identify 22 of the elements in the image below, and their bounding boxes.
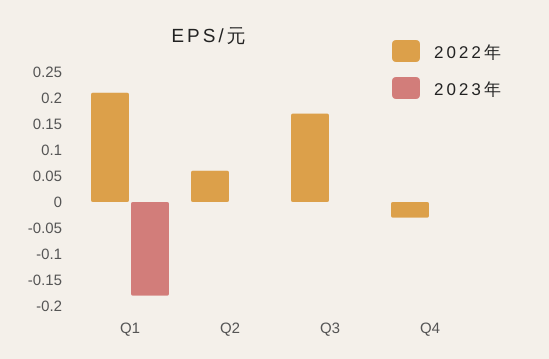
legend-label: 2022年 <box>434 43 504 62</box>
bar <box>291 114 329 202</box>
chart-title: EPS/元 <box>171 26 249 47</box>
y-tick-label: -0.2 <box>36 298 62 315</box>
y-tick-label: 0.1 <box>41 142 62 159</box>
y-tick-label: -0.05 <box>28 220 62 237</box>
y-tick-label: -0.15 <box>28 272 62 289</box>
bar <box>391 202 429 218</box>
y-tick-label: 0.25 <box>32 64 62 81</box>
x-tick-label: Q1 <box>120 320 140 337</box>
bar <box>191 170 229 202</box>
x-tick-label: Q4 <box>420 320 440 337</box>
y-tick-label: 0.05 <box>32 168 62 185</box>
x-tick-label: Q2 <box>220 320 240 337</box>
y-tick-label: 0.15 <box>32 116 62 133</box>
bar <box>91 92 129 202</box>
y-tick-label: -0.1 <box>36 246 62 263</box>
legend-label: 2023年 <box>434 80 504 99</box>
x-tick-label: Q3 <box>320 320 340 337</box>
y-tick-label: 0 <box>54 194 62 211</box>
y-tick-label: 0.2 <box>41 90 62 107</box>
bar <box>131 202 169 296</box>
